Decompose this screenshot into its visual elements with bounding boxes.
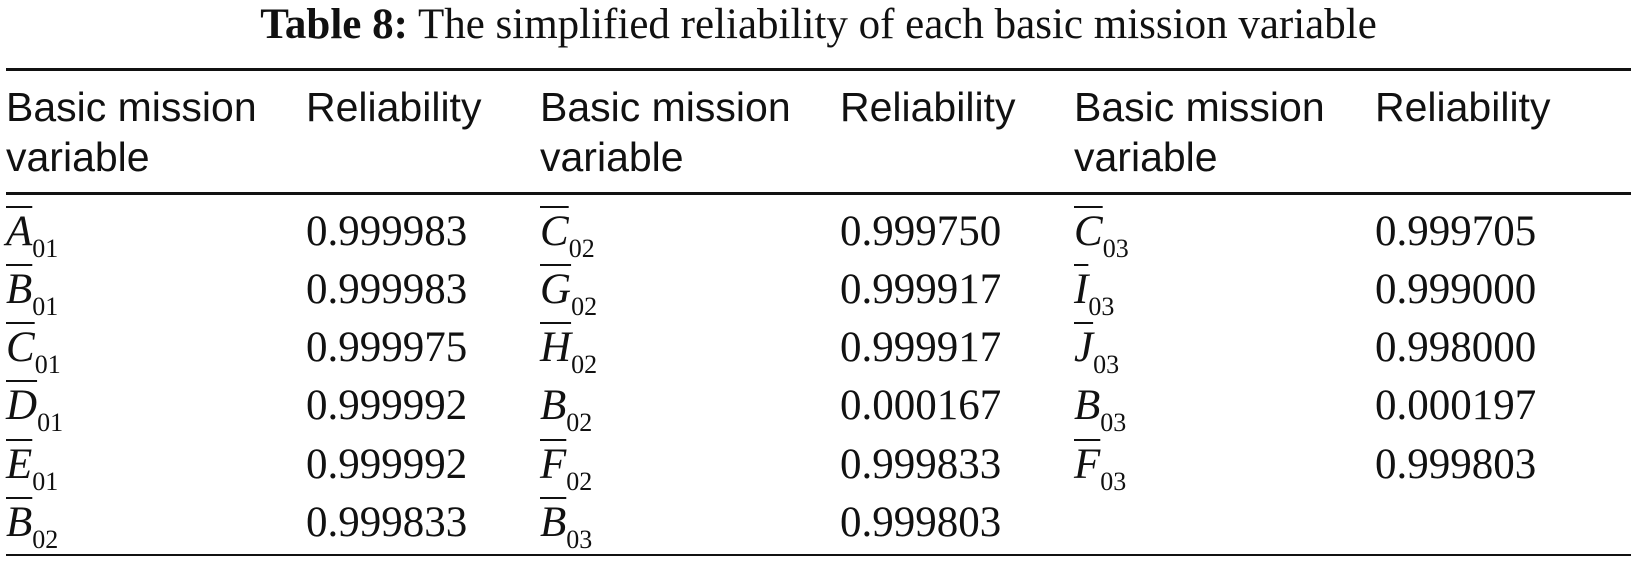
variable-subscript: 02: [568, 234, 595, 263]
reliability-value: 0.999992: [306, 441, 468, 488]
variable-cell: B03: [1074, 377, 1126, 440]
variable-symbol: C: [1074, 208, 1103, 255]
variable-cell: A01: [6, 203, 58, 266]
table-row: A01 0.999983 C02 0.999750 C03 0.999705: [0, 203, 1637, 263]
header-text: Reliability: [1375, 84, 1551, 130]
variable-cell: J03: [1074, 319, 1119, 382]
reliability-value: 0.999705: [1375, 208, 1537, 255]
table-row: C01 0.999975 H02 0.999917 J03 0.998000: [0, 319, 1637, 379]
variable-cell: B02: [540, 377, 592, 440]
variable-symbol: B: [6, 499, 33, 546]
header-text: Basic mission variable: [540, 84, 791, 180]
caption-label: Table 8:: [260, 1, 408, 48]
variable-subscript: 03: [1088, 292, 1115, 321]
variable-subscript: 01: [32, 234, 59, 263]
table-row: D01 0.999992 B02 0.000167 B03 0.000197: [0, 377, 1637, 437]
variable-subscript: 01: [32, 467, 59, 496]
header-variable-3: Basic mission variable: [1074, 82, 1325, 182]
variable-cell: E01: [6, 436, 58, 499]
variable-subscript: 01: [32, 292, 59, 321]
variable-symbol: E: [6, 441, 33, 488]
variable-subscript: 03: [1102, 234, 1129, 263]
table-caption: Table 8: The simplified reliability of e…: [0, 0, 1637, 60]
variable-cell: C02: [540, 203, 595, 266]
reliability-value: 0.999975: [306, 324, 468, 371]
reliability-value: 0.999000: [1375, 266, 1537, 313]
variable-cell: G02: [540, 261, 597, 324]
variable-cell: H02: [540, 319, 597, 382]
reliability-value: 0.000197: [1375, 382, 1537, 429]
variable-symbol: C: [6, 324, 35, 371]
variable-subscript: 02: [566, 408, 593, 437]
variable-symbol: C: [540, 208, 569, 255]
reliability-value: 0.998000: [1375, 324, 1537, 371]
variable-symbol: D: [6, 382, 38, 429]
reliability-value: 0.999803: [840, 499, 1002, 546]
variable-cell: I03: [1074, 261, 1114, 324]
reliability-value: 0.999917: [840, 324, 1002, 371]
variable-symbol: B: [1074, 382, 1101, 429]
variable-symbol: G: [540, 266, 572, 313]
variable-symbol: B: [6, 266, 33, 313]
variable-symbol: B: [540, 499, 567, 546]
header-text: Basic mission variable: [6, 84, 257, 180]
reliability-value: 0.999833: [840, 441, 1002, 488]
reliability-value: 0.999833: [306, 499, 468, 546]
header-variable-2: Basic mission variable: [540, 82, 791, 182]
variable-subscript: 01: [37, 408, 64, 437]
caption-text: The simplified reliability of each basic…: [417, 1, 1377, 48]
variable-subscript: 03: [1100, 467, 1127, 496]
header-reliability-3: Reliability: [1375, 82, 1550, 132]
variable-cell: F02: [540, 436, 592, 499]
table-row: E01 0.999992 F02 0.999833 F03 0.999803: [0, 436, 1637, 496]
variable-cell: F03: [1074, 436, 1126, 499]
variable-cell: D01: [6, 377, 63, 440]
header-reliability-2: Reliability: [840, 82, 1015, 132]
reliability-value: 0.999992: [306, 382, 468, 429]
variable-cell: C03: [1074, 203, 1129, 266]
variable-subscript: 02: [566, 467, 593, 496]
bottom-rule: [6, 554, 1631, 556]
reliability-value: 0.000167: [840, 382, 1002, 429]
reliability-value: 0.999917: [840, 266, 1002, 313]
variable-subscript: 02: [571, 292, 598, 321]
header-reliability-1: Reliability: [306, 82, 481, 132]
top-rule: [6, 68, 1631, 71]
reliability-value: 0.999983: [306, 266, 468, 313]
variable-cell: C01: [6, 319, 61, 382]
variable-subscript: 01: [34, 350, 61, 379]
reliability-value: 0.999750: [840, 208, 1002, 255]
table-row: B01 0.999983 G02 0.999917 I03 0.999000: [0, 261, 1637, 321]
reliability-value: 0.999983: [306, 208, 468, 255]
header-text: Basic mission variable: [1074, 84, 1325, 180]
variable-symbol: F: [1074, 441, 1101, 488]
reliability-value: 0.999803: [1375, 441, 1537, 488]
variable-subscript: 03: [566, 525, 593, 554]
variable-cell: B03: [540, 494, 592, 557]
variable-symbol: B: [540, 382, 567, 429]
variable-subscript: 02: [32, 525, 59, 554]
header-text: Reliability: [306, 84, 482, 130]
variable-symbol: F: [540, 441, 567, 488]
header-variable-1: Basic mission variable: [6, 82, 257, 182]
table-row: B02 0.999833 B03 0.999803: [0, 494, 1637, 554]
variable-cell: B01: [6, 261, 58, 324]
variable-subscript: 02: [571, 350, 598, 379]
variable-cell: B02: [6, 494, 58, 557]
variable-symbol: A: [6, 208, 33, 255]
variable-symbol: J: [1074, 324, 1094, 371]
variable-subscript: 03: [1100, 408, 1127, 437]
header-text: Reliability: [840, 84, 1016, 130]
header-rule: [6, 192, 1631, 195]
variable-symbol: I: [1074, 266, 1089, 313]
variable-subscript: 03: [1093, 350, 1120, 379]
variable-symbol: H: [540, 324, 572, 371]
